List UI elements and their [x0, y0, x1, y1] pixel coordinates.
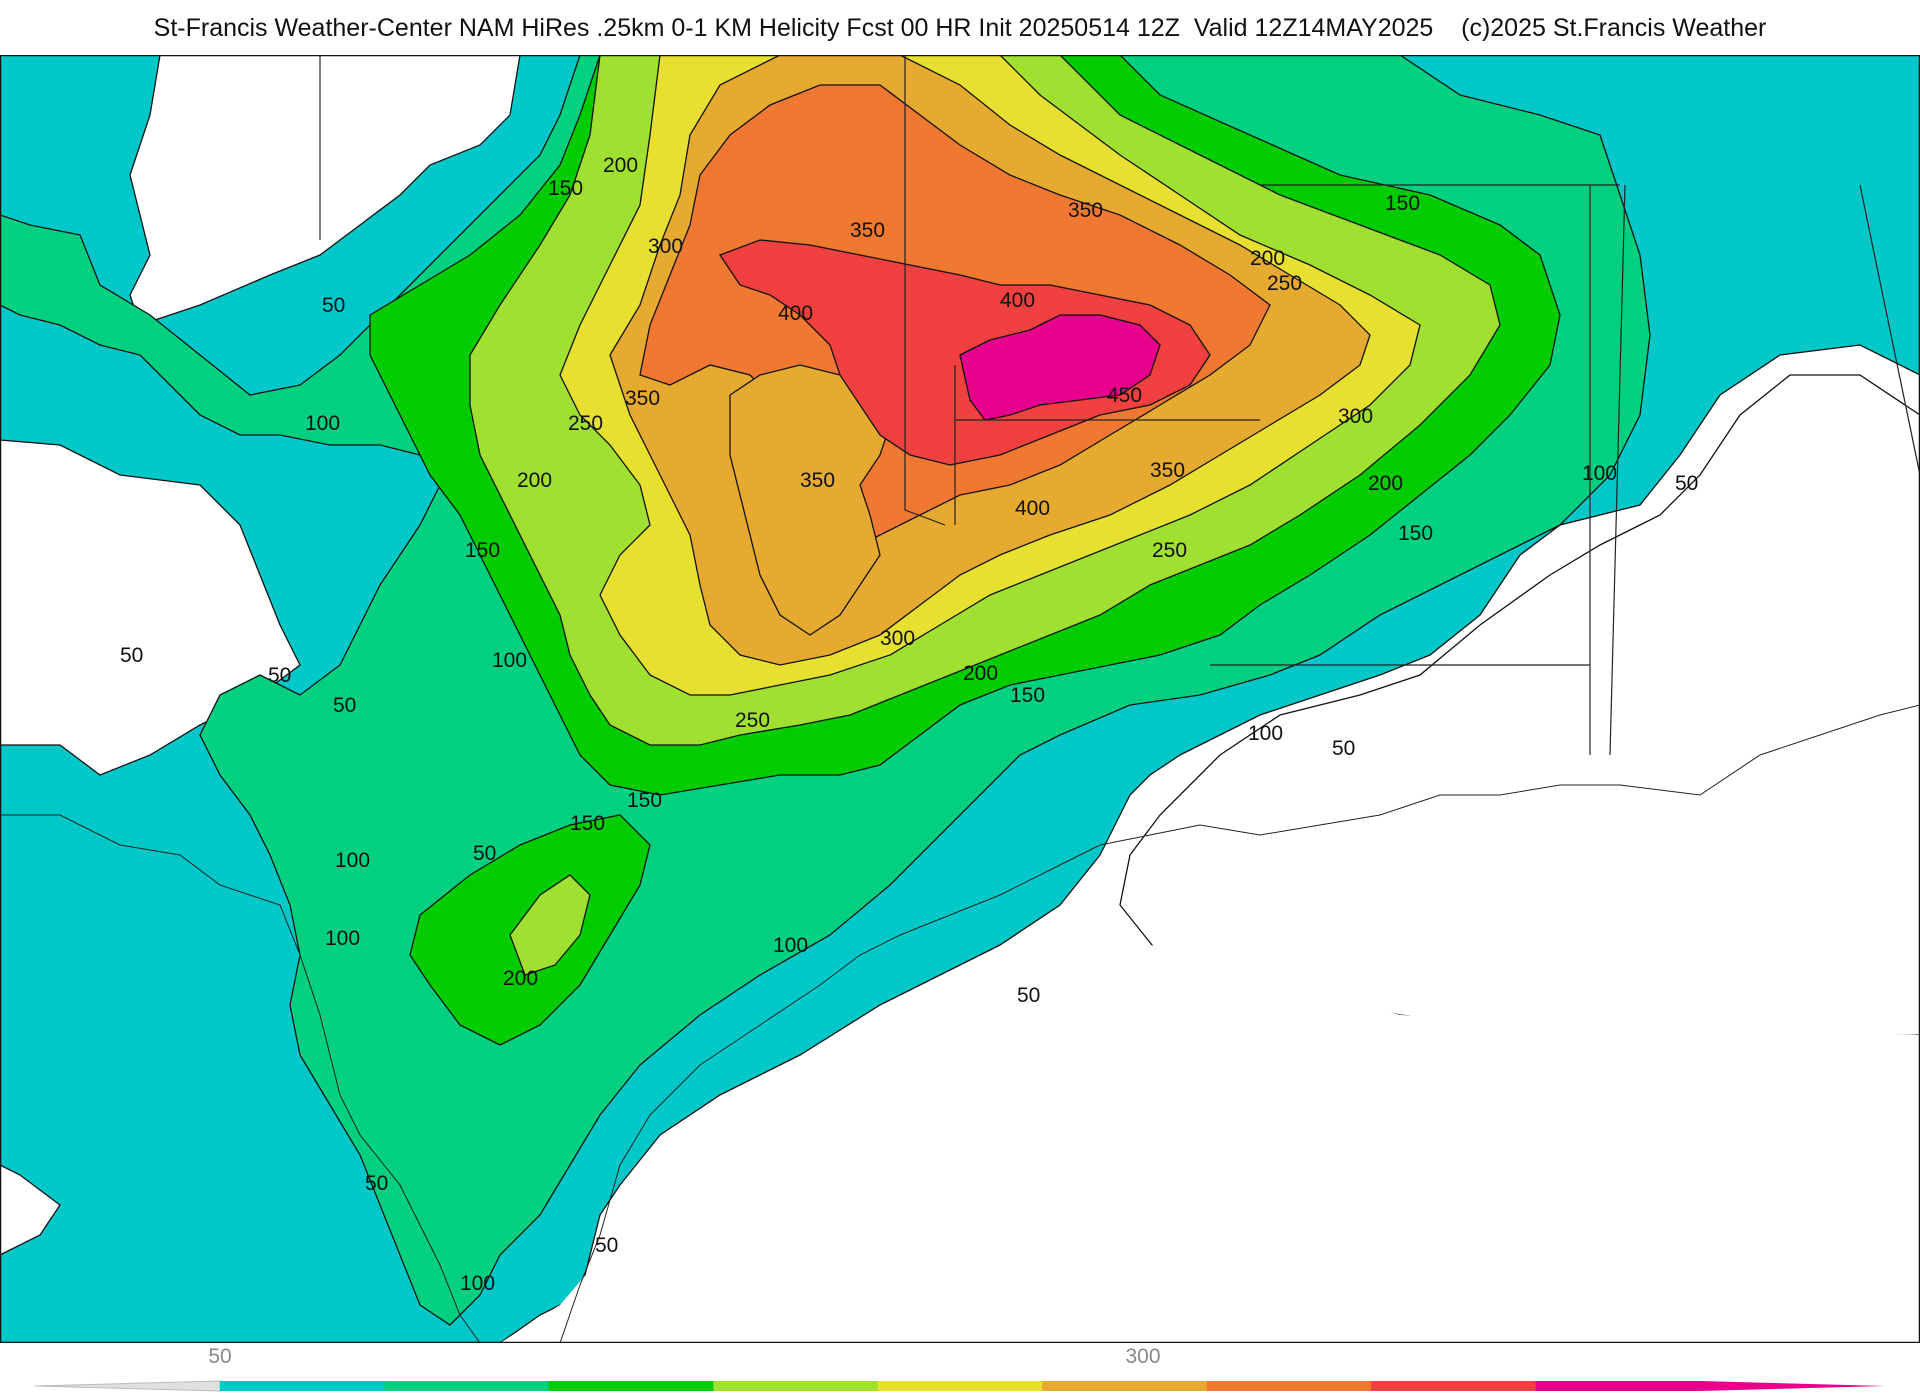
- contour-label: 400: [1000, 289, 1035, 312]
- colorbar-high-arrow: [1700, 1381, 1885, 1391]
- contour-label: 150: [465, 539, 500, 562]
- contour-label: 150: [627, 789, 662, 812]
- contour-label: 100: [773, 934, 808, 957]
- contour-label: 350: [850, 219, 885, 242]
- contour-label: 300: [1338, 405, 1373, 428]
- contour-label: 200: [1250, 247, 1285, 270]
- contour-label: 350: [1068, 199, 1103, 222]
- colorbar-tick-label: 50: [208, 1345, 232, 1368]
- contour-label: 150: [570, 812, 605, 835]
- contour-label: 100: [335, 849, 370, 872]
- contour-label: 250: [1152, 539, 1187, 562]
- contour-label: 50: [322, 294, 345, 317]
- contour-label: 50: [473, 842, 496, 865]
- colorbar-swatch: [1042, 1381, 1208, 1391]
- contour-label: 250: [735, 709, 770, 732]
- contour-label: 250: [568, 412, 603, 435]
- contour-label: 100: [1248, 722, 1283, 745]
- contour-label: 200: [517, 469, 552, 492]
- contour-fill-200-south: [509, 874, 591, 976]
- contour-labels: 50 100 150 200 300 350 350 400 400 150 2…: [120, 154, 1698, 1295]
- contour-label: 100: [1582, 462, 1617, 485]
- contour-label: 150: [1398, 522, 1433, 545]
- colorbar-swatch: [220, 1381, 385, 1391]
- contour-label: 50: [268, 664, 291, 687]
- contour-label: 50: [595, 1234, 618, 1257]
- colorbar-swatch: [384, 1381, 550, 1391]
- helicity-map: 50 100 150 200 300 350 350 400 400 150 2…: [0, 55, 1920, 1343]
- contour-hole-nw: [129, 55, 521, 326]
- contour-label: 350: [625, 387, 660, 410]
- contour-label: 100: [492, 649, 527, 672]
- contour-label: 200: [1368, 472, 1403, 495]
- contour-fill-450: [959, 314, 1161, 421]
- contour-label: 200: [503, 967, 538, 990]
- colorbar-low-arrow: [34, 1380, 221, 1392]
- contour-label: 100: [305, 412, 340, 435]
- colorbar-swatches: [220, 1381, 1701, 1391]
- contour-label: 350: [1150, 459, 1185, 482]
- contour-label: 250: [1267, 272, 1302, 295]
- map-title: St-Francis Weather-Center NAM HiRes .25k…: [153, 14, 1767, 42]
- contour-label: 200: [963, 662, 998, 685]
- contour-label: 50: [1332, 737, 1355, 760]
- contour-label: 300: [648, 235, 683, 258]
- colorbar-strip: [34, 1380, 1885, 1392]
- contour-label: 450: [1107, 384, 1142, 407]
- colorbar-swatch: [1206, 1381, 1372, 1391]
- contour-hole-west: [0, 439, 301, 776]
- contour-label: 50: [120, 644, 143, 667]
- contour-label: 100: [325, 927, 360, 950]
- colorbar-swatch: [1535, 1381, 1701, 1391]
- state-borders: [319, 55, 1920, 756]
- contour-label: 150: [1385, 192, 1420, 215]
- contour-label: 50: [365, 1172, 388, 1195]
- contour-label: 400: [1015, 497, 1050, 520]
- contour-label: 50: [1017, 984, 1040, 1007]
- colorbar: 50 300: [0, 1345, 1920, 1400]
- contour-label: 50: [333, 694, 356, 717]
- contour-label: 150: [1010, 684, 1045, 707]
- contour-label: 150: [548, 177, 583, 200]
- colorbar-swatch: [713, 1381, 879, 1391]
- colorbar-swatch: [1371, 1381, 1537, 1391]
- contour-label: 400: [778, 302, 813, 325]
- colorbar-swatch: [548, 1381, 714, 1391]
- map-canvas: 50 100 150 200 300 350 350 400 400 150 2…: [0, 55, 1920, 1343]
- colorbar-tick-label: 300: [1125, 1345, 1161, 1368]
- contour-label: 200: [603, 154, 638, 177]
- contour-label: 100: [460, 1272, 495, 1295]
- contour-label: 300: [880, 627, 915, 650]
- contour-label: 350: [800, 469, 835, 492]
- contour-hole-southeast: [500, 935, 1920, 1343]
- contour-label: 50: [1675, 472, 1698, 495]
- colorbar-swatch: [877, 1381, 1043, 1391]
- coastline: [0, 704, 1920, 1343]
